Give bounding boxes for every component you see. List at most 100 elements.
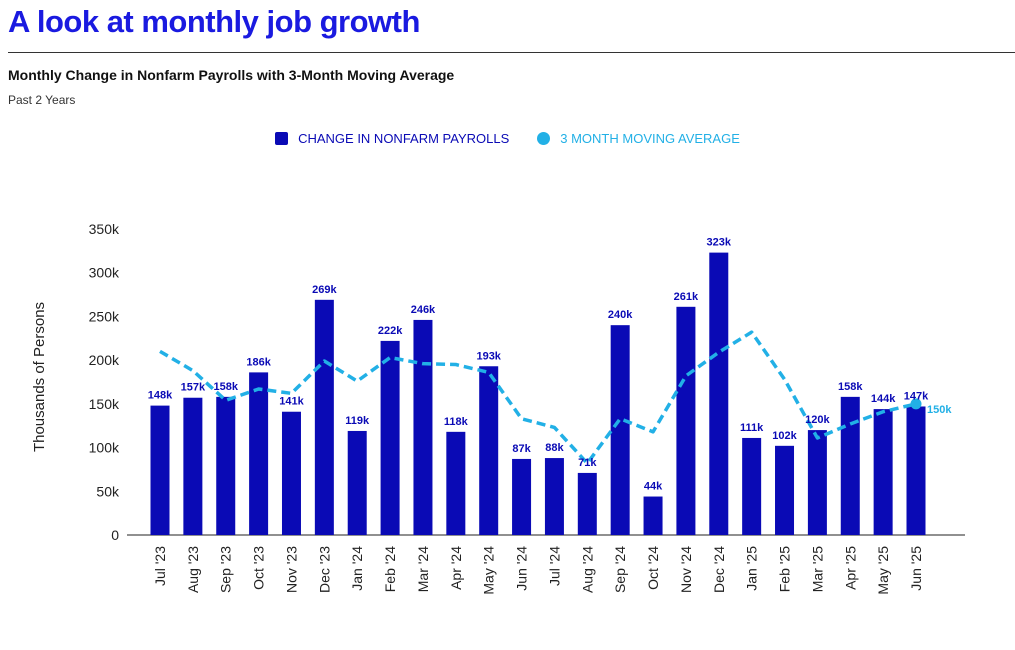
- payroll-bar: [906, 406, 926, 535]
- y-tick-label: 150k: [89, 396, 120, 412]
- moving-average-endpoint: [910, 398, 922, 410]
- legend-label-moving-average: 3 MONTH MOVING AVERAGE: [560, 131, 740, 146]
- x-tick-label: Feb '25: [777, 546, 793, 592]
- x-tick-label: Aug '23: [185, 546, 201, 593]
- x-tick-label: Jun '24: [514, 546, 530, 591]
- bar-data-label: 120k: [805, 414, 830, 426]
- x-tick-label: Jan '25: [744, 546, 760, 591]
- x-tick-label: Mar '24: [415, 546, 431, 592]
- payroll-bar: [413, 319, 433, 535]
- x-tick-label: May '24: [481, 546, 497, 595]
- x-tick-label: Dec '23: [316, 546, 332, 593]
- chart-period: Past 2 Years: [8, 93, 76, 107]
- x-tick-label: Nov '24: [678, 546, 694, 593]
- payroll-bar: [610, 325, 630, 535]
- y-tick-label: 50k: [96, 483, 120, 499]
- x-tick-label: Jan '24: [349, 546, 365, 591]
- page-headline: A look at monthly job growth: [8, 4, 420, 39]
- x-tick-label: Sep '24: [612, 546, 628, 593]
- x-axis: Jul '23 Aug '23 Sep '23 Oct '23 Nov '23 Dec '…: [127, 534, 965, 595]
- y-tick-label: 300k: [89, 265, 120, 281]
- bar-data-label: 147k: [904, 390, 929, 402]
- payroll-bar: [676, 306, 696, 535]
- bar-data-label: 118k: [444, 416, 469, 428]
- bar-data-label: 186k: [246, 356, 271, 368]
- moving-average-line: [159, 330, 917, 466]
- bar-data-label: 158k: [213, 381, 238, 393]
- payroll-bar: [314, 299, 334, 535]
- payroll-bar: [742, 437, 762, 535]
- x-tick-label: Sep '23: [218, 546, 234, 593]
- bar-data-label: 102k: [772, 430, 797, 442]
- y-tick-label: 100k: [89, 440, 120, 456]
- chart-legend: CHANGE IN NONFARM PAYROLLS 3 MONTH MOVIN…: [0, 131, 1015, 146]
- moving-average-series: 150k: [159, 330, 952, 466]
- y-tick-label: 200k: [89, 352, 120, 368]
- x-tick-label: Jul '23: [152, 546, 168, 586]
- legend-label-payrolls: CHANGE IN NONFARM PAYROLLS: [298, 131, 510, 146]
- bar-data-label: 193k: [476, 350, 501, 362]
- payroll-bar: [577, 472, 597, 535]
- bar-data-label: 157k: [181, 382, 206, 394]
- bar-data-label: 269k: [312, 284, 337, 296]
- y-tick-label: 0: [111, 527, 119, 543]
- bar-data-label: 44k: [644, 481, 663, 493]
- legend-bar-swatch: [275, 132, 289, 145]
- x-tick-label: Jul '24: [546, 546, 562, 586]
- x-tick-label: Oct '23: [251, 546, 267, 590]
- bar-data-label: 111k: [740, 422, 764, 434]
- bar-data-label: 87k: [512, 443, 531, 455]
- x-tick-label: Apr '24: [448, 546, 464, 590]
- y-axis-label: Thousands of Persons: [31, 302, 48, 452]
- x-tick-label: May '25: [875, 546, 891, 595]
- payroll-bar: [150, 405, 170, 535]
- payroll-bar: [183, 397, 203, 535]
- payroll-bar: [807, 430, 827, 535]
- y-tick-label: 350k: [89, 221, 120, 237]
- bar-series: [150, 252, 926, 535]
- bar-data-label: 246k: [411, 304, 436, 316]
- payroll-bar: [446, 431, 466, 535]
- bar-data-label: 240k: [608, 309, 633, 321]
- payroll-bar: [380, 340, 400, 535]
- legend-item-payrolls[interactable]: CHANGE IN NONFARM PAYROLLS: [275, 131, 509, 146]
- payroll-bar: [281, 411, 301, 535]
- bar-data-labels: 148k 157k 158k 186k 141k 269k 119k 222k 246k 118k…: [148, 237, 929, 493]
- moving-average-end-label: 150k: [927, 404, 952, 416]
- bar-data-label: 323k: [707, 237, 732, 249]
- x-tick-label: Feb '24: [382, 546, 398, 592]
- payroll-bar: [544, 458, 564, 535]
- payroll-bar: [775, 445, 795, 535]
- payroll-bar: [249, 372, 269, 535]
- legend-line-swatch: [537, 132, 551, 145]
- legend-item-moving-average[interactable]: 3 MONTH MOVING AVERAGE: [537, 131, 740, 146]
- bar-data-label: 141k: [279, 396, 304, 408]
- x-tick-label: Oct '24: [645, 546, 661, 590]
- payroll-bar: [479, 366, 499, 535]
- header-divider: [8, 52, 1015, 53]
- payroll-bar: [840, 396, 860, 535]
- chart-title: Monthly Change in Nonfarm Payrolls with …: [8, 67, 455, 83]
- bar-data-label: 71k: [578, 457, 597, 469]
- x-tick-label: Aug '24: [579, 546, 595, 593]
- payroll-bar: [216, 396, 236, 535]
- payroll-bar: [347, 430, 367, 535]
- bar-data-label: 158k: [838, 381, 863, 393]
- bar-data-label: 222k: [378, 325, 403, 337]
- payroll-bar: [643, 496, 663, 535]
- x-tick-label: Nov '23: [283, 546, 299, 593]
- x-tick-label: Apr '25: [842, 546, 858, 590]
- payroll-bar: [873, 409, 893, 535]
- bar-data-label: 261k: [674, 291, 699, 303]
- bar-data-label: 148k: [148, 390, 173, 402]
- y-tick-label: 250k: [89, 308, 120, 324]
- bar-data-label: 144k: [871, 393, 896, 405]
- payroll-bar: [512, 458, 532, 535]
- bar-data-label: 88k: [545, 442, 564, 454]
- x-tick-label: Jun '25: [908, 546, 924, 591]
- x-tick-label: Mar '25: [809, 546, 825, 592]
- bar-data-label: 119k: [345, 415, 370, 427]
- y-axis: 0 50k 100k 150k 200k 250k 300k 350k Thousands of…: [31, 221, 120, 543]
- payroll-bar: [709, 252, 729, 535]
